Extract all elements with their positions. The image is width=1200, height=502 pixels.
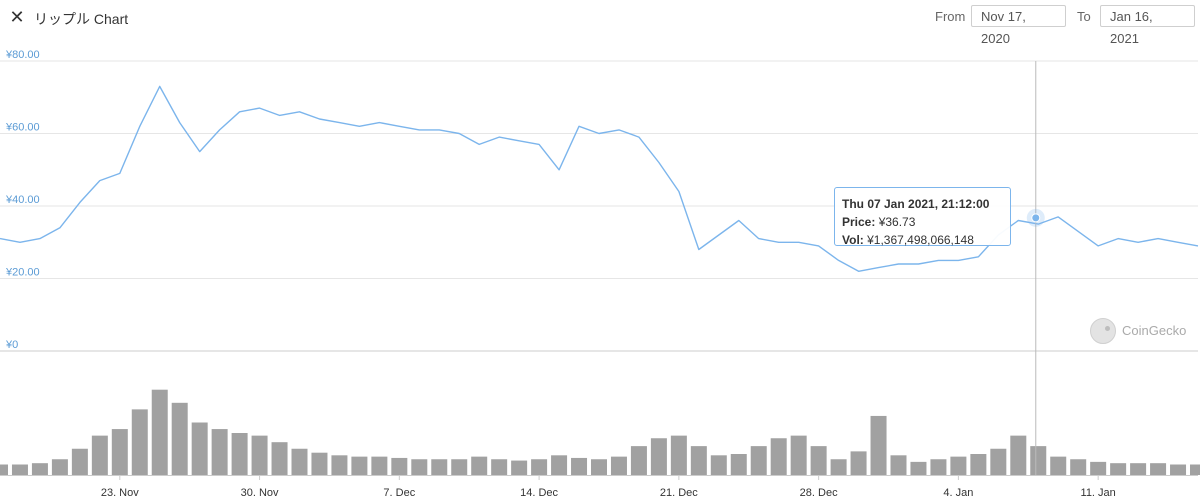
volume-bar (730, 454, 747, 475)
volume-bar (271, 442, 288, 475)
x-tick-label: 14. Dec (520, 487, 558, 499)
tooltip-vol-label: Vol: (842, 233, 864, 247)
y-tick-label: ¥60.00 (5, 122, 40, 134)
volume-bar (1170, 464, 1187, 475)
volume-bar (211, 429, 228, 475)
tooltip-vol-value: ¥1,367,498,066,148 (867, 233, 974, 247)
to-label: To (1077, 9, 1091, 24)
from-label: From (935, 9, 966, 24)
volume-bar (351, 456, 368, 475)
volume-bar (411, 459, 428, 475)
volume-bar (51, 459, 68, 475)
volume-bar (830, 459, 847, 475)
volume-bar (511, 460, 528, 475)
to-date-input[interactable]: Jan 16, 2021 (1100, 5, 1195, 46)
x-tick-label: 4. Jan (943, 487, 973, 499)
volume-bar (1070, 459, 1087, 475)
volume-bar (571, 457, 588, 475)
x-tick-label: 11. Jan (1081, 487, 1116, 499)
volume-bar (451, 459, 468, 475)
volume-bar (71, 448, 88, 475)
x-tick-label: 21. Dec (660, 487, 698, 499)
tooltip-price-row: Price: ¥36.73 (842, 213, 1003, 231)
volume-bar (11, 464, 28, 475)
volume-bar (231, 433, 248, 475)
close-icon[interactable]: ✕ (9, 7, 25, 27)
volume-bar (710, 455, 727, 475)
tooltip-vol-row: Vol: ¥1,367,498,066,148 (842, 231, 1003, 249)
y-tick-label: ¥0 (5, 339, 18, 351)
volume-bar (810, 446, 827, 475)
volume-bar (131, 409, 148, 475)
volume-bar (171, 402, 188, 475)
x-tick-label: 28. Dec (800, 487, 838, 499)
chart-tooltip: Thu 07 Jan 2021, 21:12:00 Price: ¥36.73 … (834, 187, 1011, 249)
price-line (0, 85, 1199, 272)
volume-bar (431, 459, 448, 475)
volume-bar (191, 422, 208, 475)
volume-bar (950, 456, 967, 475)
y-tick-label: ¥40.00 (5, 194, 40, 206)
volume-bar (1010, 435, 1027, 475)
x-tick-label: 30. Nov (241, 487, 279, 499)
volume-bar (790, 435, 807, 475)
volume-bar (1190, 464, 1200, 475)
volume-bar (491, 459, 508, 475)
volume-bar (930, 459, 947, 475)
coingecko-logo-icon (1090, 318, 1116, 344)
watermark-text: CoinGecko (1122, 323, 1187, 338)
volume-bar (850, 451, 867, 475)
volume-bar (1130, 463, 1147, 475)
tooltip-price-value: ¥36.73 (878, 215, 916, 229)
tooltip-price-label: Price: (842, 215, 876, 229)
y-tick-label: ¥80.00 (5, 49, 40, 61)
volume-bar (770, 438, 787, 475)
volume-bar (1090, 461, 1107, 475)
volume-bar (31, 463, 48, 475)
volume-bar (1050, 456, 1067, 475)
volume-bar (331, 455, 348, 475)
volume-bar (650, 438, 667, 475)
volume-bar (690, 446, 707, 475)
volume-bar (1150, 463, 1167, 475)
y-tick-label: ¥20.00 (5, 267, 40, 279)
volume-bar (910, 461, 927, 475)
volume-bar (371, 456, 388, 475)
volume-bar (111, 429, 128, 475)
volume-bar (870, 415, 887, 475)
volume-bar (471, 456, 488, 475)
volume-bar (551, 455, 568, 475)
volume-bar (990, 448, 1007, 475)
volume-bar (591, 459, 607, 475)
from-date-input[interactable]: Nov 17, 2020 (971, 5, 1066, 46)
hover-point (1031, 213, 1041, 223)
volume-bar (670, 435, 687, 475)
volume-bar (630, 446, 647, 475)
x-tick-label: 7. Dec (383, 487, 415, 499)
volume-bar (291, 448, 308, 475)
volume-bar (391, 457, 408, 475)
volume-bar (890, 455, 907, 475)
chart-title: リップル Chart (34, 11, 129, 27)
volume-bar (91, 435, 108, 475)
volume-bar (1030, 446, 1047, 475)
chart-header: ✕ リップル Chart From Nov 17, 2020 To Jan 16… (0, 0, 1200, 46)
volume-bar (750, 446, 767, 475)
tooltip-date: Thu 07 Jan 2021, 21:12:00 (842, 197, 990, 211)
volume-bar (311, 452, 328, 475)
x-tick-label: 23. Nov (101, 487, 139, 499)
volume-bar (0, 464, 8, 475)
volume-bar (970, 454, 987, 475)
volume-bar (610, 456, 627, 475)
volume-bar (251, 435, 268, 475)
volume-bar (531, 459, 548, 475)
volume-bar (151, 389, 168, 475)
volume-bar (1110, 463, 1127, 475)
